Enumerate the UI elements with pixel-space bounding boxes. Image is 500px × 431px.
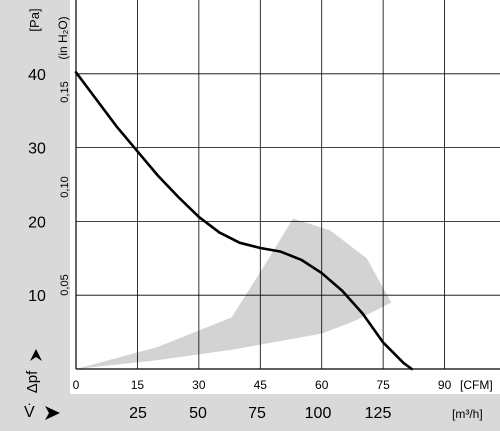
bottom-axis-band	[0, 394, 500, 431]
axis-labels: 0 15 30 45 60 75 90 25 50 75 100 125 40 30 20 10 0,15 0,1…	[28, 67, 451, 422]
x-tick-cfm: 60	[315, 378, 329, 392]
x-tick-m3h: 100	[305, 405, 332, 422]
y-tick-inh2o: 0,10	[59, 176, 71, 197]
x-tick-cfm: 75	[376, 378, 390, 392]
y-tick-inh2o: 0,15	[59, 81, 71, 102]
operating-region-shape	[76, 218, 392, 369]
x-tick-cfm: 30	[192, 378, 206, 392]
y-tick-pa: 30	[28, 141, 46, 158]
x-tick-m3h: 75	[248, 405, 266, 422]
x-tick-cfm: 90	[438, 378, 452, 392]
pressure-curve-line	[74, 71, 414, 371]
x-symbol: V̇	[24, 403, 35, 421]
y-unit-inh2o: (in H₂O)	[56, 16, 70, 59]
y-tick-pa: 20	[28, 214, 46, 231]
x-tick-m3h: 50	[189, 405, 207, 422]
x-tick-m3h: 25	[129, 405, 147, 422]
x-tick-cfm: 15	[131, 378, 145, 392]
x-unit-m3h: [m³/h]	[452, 407, 483, 421]
y-tick-pa: 10	[28, 288, 46, 305]
grid-lines	[75, 0, 500, 370]
curve-layer	[74, 71, 414, 371]
y-tick-inh2o: 0,05	[59, 274, 71, 295]
y-symbol: Δpf	[24, 370, 41, 393]
x-tick-cfm: 0	[73, 378, 80, 392]
y-unit-pa: [Pa]	[27, 8, 42, 31]
y-tick-pa: 40	[28, 67, 46, 84]
operating-region	[76, 218, 392, 369]
x-tick-m3h: 125	[365, 405, 392, 422]
x-unit-cfm: [CFM]	[460, 378, 493, 392]
y-arrow-icon	[30, 349, 42, 361]
x-arrow-icon	[45, 406, 60, 420]
x-tick-cfm: 45	[254, 378, 268, 392]
left-axis-band	[0, 0, 70, 431]
